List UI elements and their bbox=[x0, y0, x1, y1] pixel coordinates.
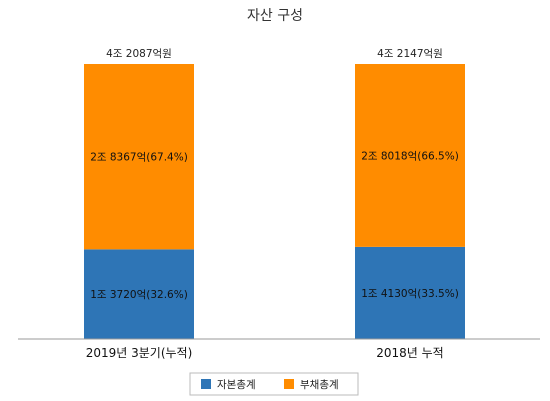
bar-equity-2 bbox=[355, 246, 465, 339]
category-tick-label: 2018년 누적 bbox=[376, 346, 443, 360]
legend-swatch-liabilities bbox=[284, 379, 294, 389]
legend-label-liabilities: 부채총계 bbox=[300, 379, 339, 391]
legend: 자본총계 부채총계 bbox=[201, 379, 339, 391]
bar-liabilities-1 bbox=[84, 64, 194, 250]
bar-value-label: 1조 4130억(33.5%) bbox=[361, 288, 459, 300]
chart-title: 자산 구성 bbox=[247, 8, 303, 24]
legend-box bbox=[189, 372, 359, 396]
category-tick-label: 2019년 3분기(누적) bbox=[86, 346, 193, 360]
bar-total-label: 4조 2087억원 bbox=[106, 48, 172, 60]
bar-liabilities-2 bbox=[355, 64, 465, 247]
legend-label-equity: 자본총계 bbox=[217, 379, 256, 391]
bar-value-label: 2조 8018억(66.5%) bbox=[361, 150, 459, 162]
bars-group: 1조 3720억(32.6%) 2조 8367억(67.4%) 4조 2087억원 1… bbox=[84, 48, 465, 339]
bar-total-label: 4조 2147억원 bbox=[377, 48, 443, 60]
legend-swatch-equity bbox=[201, 379, 211, 389]
bar-value-label: 1조 3720억(32.6%) bbox=[90, 289, 188, 301]
bar-value-label: 2조 8367억(67.4%) bbox=[90, 152, 188, 164]
category-labels: 2019년 3분기(누적) 2018년 누적 bbox=[86, 346, 444, 360]
bar-equity-1 bbox=[84, 249, 194, 339]
